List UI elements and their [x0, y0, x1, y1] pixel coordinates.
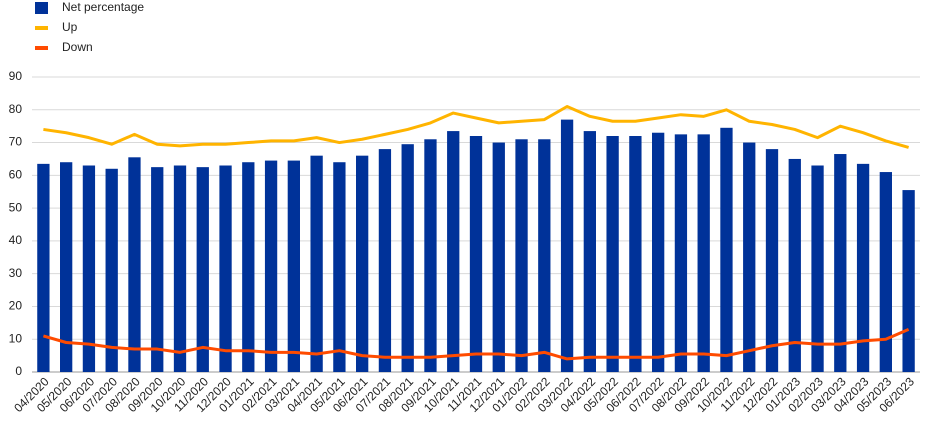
- y-tick-label: 10: [9, 331, 23, 345]
- bar: [310, 155, 323, 372]
- bar: [173, 165, 187, 372]
- bar: [879, 172, 892, 372]
- y-tick-label: 20: [9, 299, 23, 313]
- legend-swatch: [35, 26, 48, 30]
- y-tick-label: 0: [15, 364, 22, 378]
- bar: [674, 134, 688, 372]
- bar: [242, 162, 255, 372]
- legend-swatch: [35, 2, 48, 14]
- bar: [401, 144, 414, 372]
- bar: [196, 167, 209, 372]
- bar: [128, 157, 141, 372]
- bar: [856, 163, 870, 372]
- bar: [788, 158, 801, 372]
- legend-label: Up: [62, 20, 78, 34]
- legend-label: Net percentage: [62, 0, 144, 14]
- bar: [356, 155, 369, 372]
- bar: [424, 139, 437, 372]
- bar: [447, 131, 460, 372]
- bar: [105, 168, 118, 372]
- legend-label: Down: [62, 40, 93, 54]
- bar: [720, 127, 733, 372]
- bar: [538, 139, 551, 372]
- legend-swatch: [35, 46, 48, 50]
- bar: [264, 160, 278, 372]
- bar: [560, 119, 574, 372]
- bar: [583, 131, 596, 372]
- line: [43, 105, 910, 149]
- bar: [515, 139, 528, 372]
- bar: [629, 136, 642, 372]
- y-tick-label: 30: [9, 266, 23, 280]
- y-tick-label: 70: [9, 135, 23, 149]
- bar: [378, 149, 392, 372]
- y-tick-label: 80: [9, 102, 23, 116]
- bar: [37, 163, 50, 372]
- bar: [902, 190, 915, 372]
- y-tick-label: 50: [9, 200, 23, 214]
- y-tick-label: 60: [9, 168, 23, 182]
- bar: [287, 160, 300, 372]
- bar: [492, 142, 505, 372]
- y-tick-label: 90: [9, 69, 23, 83]
- y-tick-label: 40: [9, 233, 23, 247]
- bar: [82, 165, 96, 372]
- bar: [60, 162, 73, 372]
- bar: [743, 142, 756, 372]
- bar: [834, 154, 847, 372]
- bar: [606, 136, 619, 372]
- bar: [469, 136, 483, 372]
- bar: [151, 167, 164, 372]
- bar: [219, 165, 232, 372]
- bar: [811, 165, 824, 372]
- bar: [333, 162, 346, 372]
- bar: [652, 132, 665, 372]
- bar: [765, 149, 779, 372]
- line: [42, 328, 910, 361]
- bar: [697, 134, 710, 372]
